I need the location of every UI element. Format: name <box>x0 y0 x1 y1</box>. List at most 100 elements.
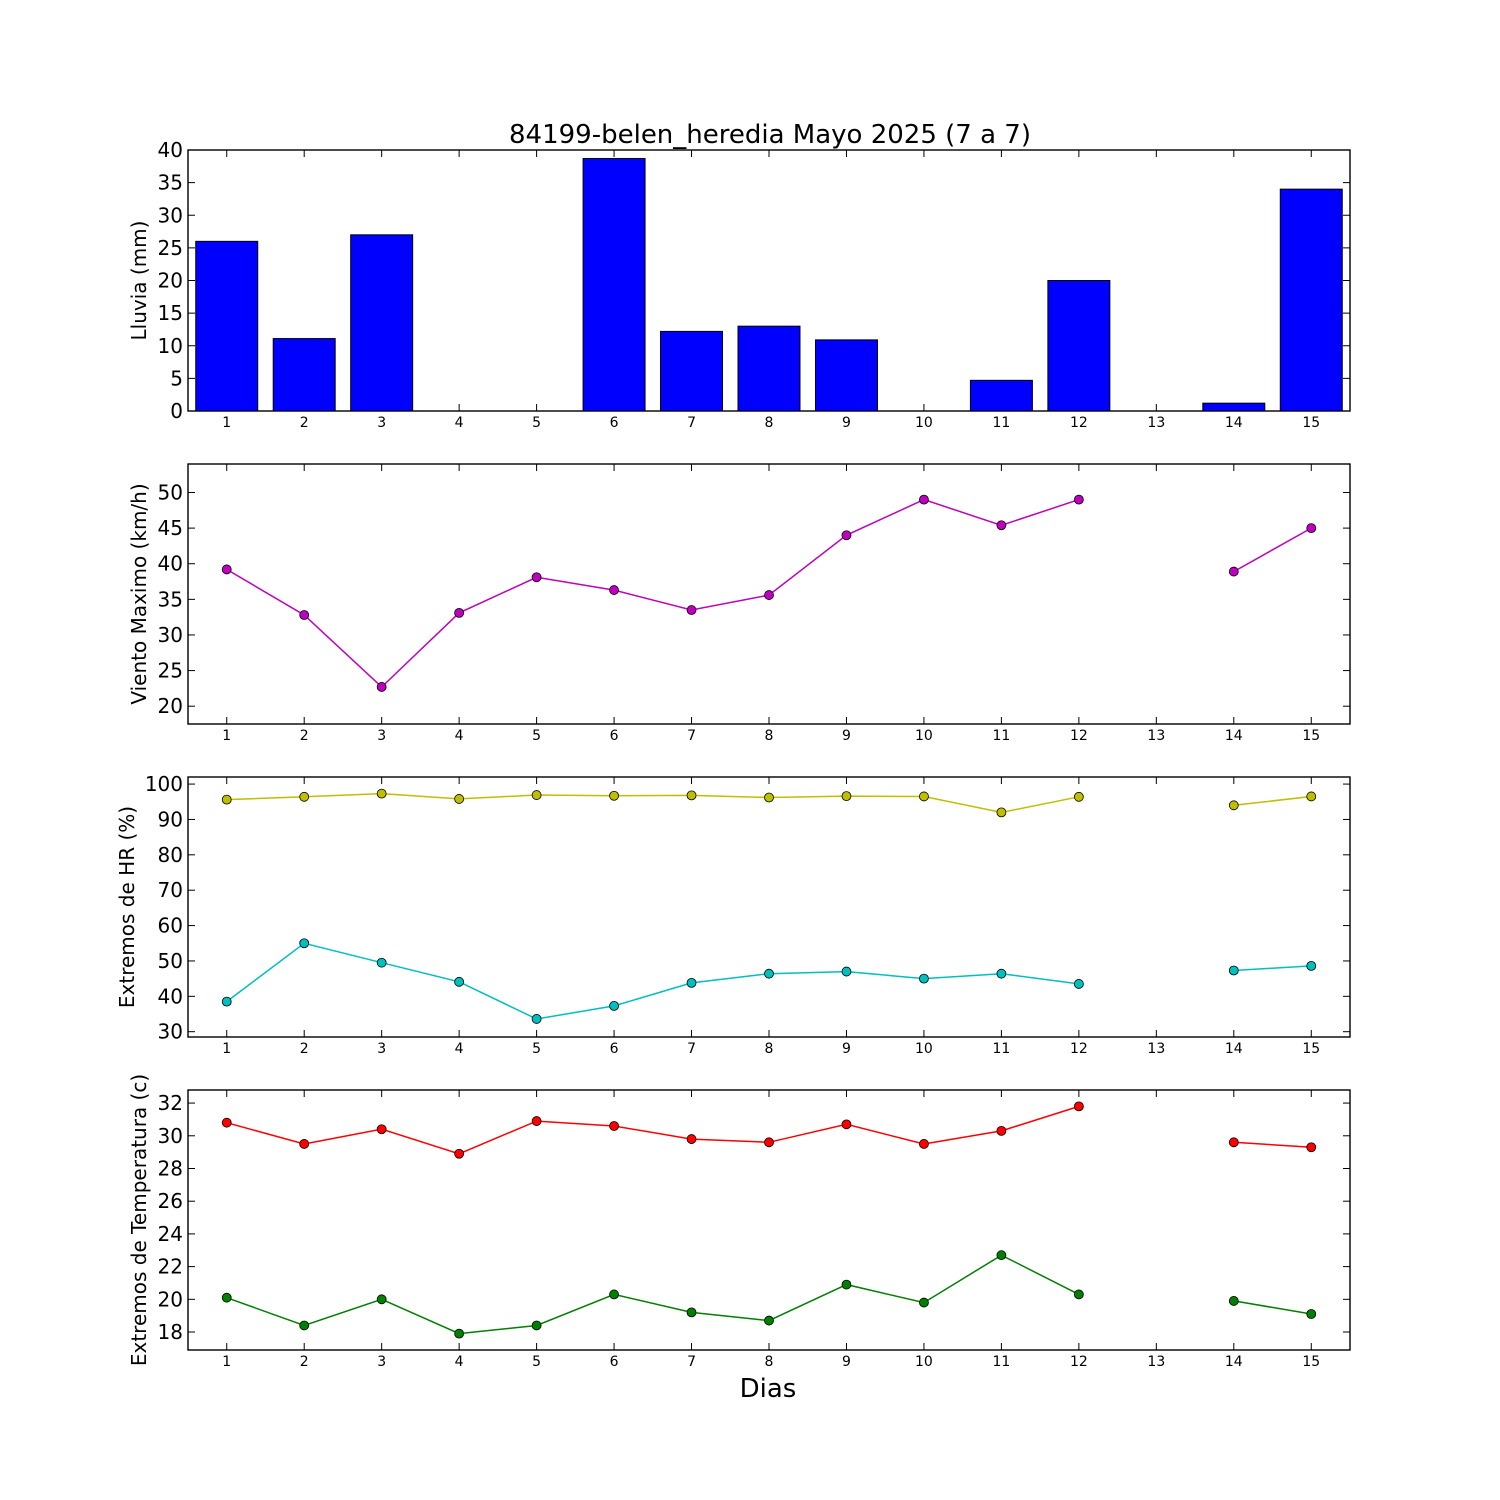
x-tick-label: 9 <box>842 1041 851 1057</box>
series-1-point <box>764 590 774 600</box>
x-tick-label: 2 <box>300 728 309 744</box>
x-tick-label: 1 <box>222 415 231 431</box>
series-1-point <box>299 791 310 802</box>
series-1-point <box>1228 1137 1239 1148</box>
y-tick-label: 35 <box>158 587 183 611</box>
series-1-line <box>1233 1141 1312 1148</box>
y-tick-label: 15 <box>158 301 183 325</box>
series-1-point <box>454 1148 465 1159</box>
series-1-point <box>841 1119 852 1130</box>
x-tick-label: 15 <box>1302 1041 1320 1057</box>
series-2-point <box>919 1297 929 1308</box>
series-1-point <box>996 520 1007 531</box>
x-tick-label: 5 <box>532 1354 541 1370</box>
x-tick-label: 10 <box>915 728 933 744</box>
series-1-point <box>609 585 619 595</box>
series-1-point <box>764 792 774 803</box>
y-tick-label: 30 <box>158 1020 183 1044</box>
series-1-point <box>531 1116 542 1126</box>
series-2-point <box>221 1292 232 1303</box>
x-tick-label: 5 <box>532 728 541 744</box>
series-2-point <box>299 1320 310 1331</box>
x-tick-label: 9 <box>842 415 851 431</box>
y-tick-label: 10 <box>158 334 183 358</box>
series-2-line <box>1233 1300 1312 1315</box>
x-tick-label: 6 <box>610 1041 619 1057</box>
x-tick-label: 5 <box>532 415 541 431</box>
x-tick-label: 6 <box>610 1354 619 1370</box>
series-1-point <box>996 1125 1007 1136</box>
y-tick-label: 30 <box>158 1124 183 1148</box>
x-tick-label: 1 <box>222 728 231 744</box>
series-1-line <box>1233 795 1312 807</box>
x-tick-label: 7 <box>687 1041 696 1057</box>
x-tick-label: 7 <box>687 1354 696 1370</box>
x-tick-label: 11 <box>992 728 1010 744</box>
series-1-point <box>221 794 232 805</box>
x-tick-label: 7 <box>687 415 696 431</box>
rain-bar <box>969 379 1033 412</box>
rain-bar <box>814 339 878 412</box>
series-2-point <box>764 968 774 979</box>
y-tick-label: 32 <box>158 1091 183 1115</box>
x-tick-label: 5 <box>532 1041 541 1057</box>
series-2-point <box>376 957 387 968</box>
rain-bar <box>272 338 336 412</box>
series-1-point <box>609 790 619 801</box>
x-tick-label: 4 <box>455 415 464 431</box>
series-2-point <box>1073 979 1084 989</box>
series-2-point <box>919 973 929 984</box>
series-1-point <box>299 610 310 620</box>
x-tick-label: 13 <box>1147 1354 1165 1370</box>
series-2-point <box>609 1289 619 1300</box>
x-tick-label: 10 <box>915 1354 933 1370</box>
series-1-point <box>454 794 465 804</box>
series-2-line <box>1233 965 1312 972</box>
figure-title: 84199-belen_heredia Mayo 2025 (7 a 7) <box>509 120 1031 150</box>
series-1-point <box>531 790 542 800</box>
x-tick-label: 4 <box>455 1041 464 1057</box>
x-tick-label: 2 <box>300 415 309 431</box>
y-tick-label: 26 <box>158 1189 183 1213</box>
series-2-point <box>764 1315 774 1326</box>
series-2-point <box>221 996 232 1007</box>
series-2-point <box>686 1307 697 1318</box>
y-tick-label: 25 <box>158 236 183 260</box>
y-tick-label: 45 <box>158 516 183 540</box>
series-1-point <box>1306 523 1317 534</box>
series-1-point <box>454 607 465 618</box>
y-axis-label: Lluvia (mm) <box>127 221 151 341</box>
y-tick-label: 40 <box>158 138 183 162</box>
series-2-point <box>686 977 697 988</box>
series-1-point <box>996 807 1007 818</box>
series-1-point <box>299 1139 310 1149</box>
y-axis-label: Extremos de Temperatura (c) <box>127 1074 151 1366</box>
series-2-point <box>996 1250 1007 1261</box>
series-1-point <box>376 1124 387 1135</box>
x-tick-label: 15 <box>1302 415 1320 431</box>
series-2-point <box>1228 1296 1239 1306</box>
x-tick-label: 14 <box>1225 728 1243 744</box>
y-axis-label: Viento Maximo (km/h) <box>127 483 151 704</box>
x-tick-label: 7 <box>687 728 696 744</box>
y-tick-label: 50 <box>158 480 183 504</box>
y-tick-label: 40 <box>158 984 183 1008</box>
x-tick-label: 9 <box>842 728 851 744</box>
x-tick-label: 12 <box>1070 415 1088 431</box>
series-2-line <box>226 1254 1080 1335</box>
series-2-point <box>1306 960 1317 971</box>
x-tick-label: 10 <box>915 415 933 431</box>
y-tick-label: 60 <box>158 914 183 938</box>
x-tick-label: 9 <box>842 1354 851 1370</box>
series-1-point <box>221 564 232 575</box>
y-tick-label: 40 <box>158 552 183 576</box>
x-tick-label: 13 <box>1147 1041 1165 1057</box>
series-1-point <box>841 530 852 541</box>
x-tick-label: 14 <box>1225 1041 1243 1057</box>
x-tick-label: 13 <box>1147 415 1165 431</box>
series-2-point <box>531 1014 542 1024</box>
series-2-line <box>226 942 1079 1020</box>
y-tick-label: 28 <box>158 1156 183 1180</box>
